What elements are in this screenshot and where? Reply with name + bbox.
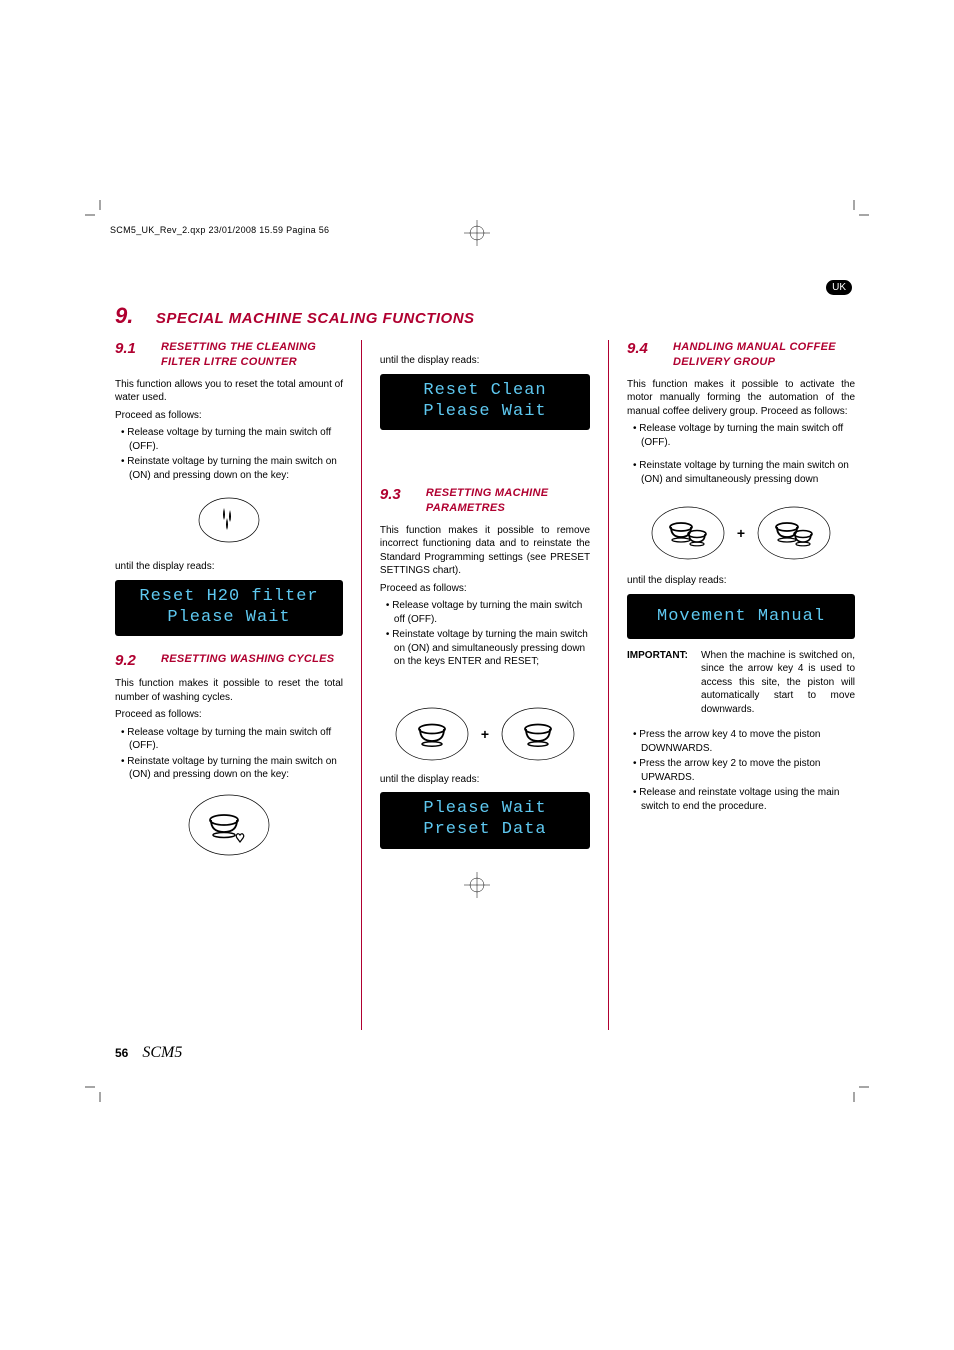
s94-p1: This function makes it possible to activ… [627, 378, 855, 419]
title-number: 9. [115, 303, 133, 328]
s94-b5: Release and reinstate voltage using the … [627, 786, 855, 813]
s93-disp-l2: Preset Data [380, 819, 590, 840]
s94-display: Movement Manual [627, 594, 855, 639]
s91-num: 9.1 [115, 340, 149, 357]
s92-until: until the display reads: [380, 354, 590, 368]
s94-until: until the display reads: [627, 574, 855, 588]
double-cup-key-icon [649, 504, 727, 562]
s93-p2: Proceed as follows: [380, 582, 590, 596]
double-cup-key-icon [755, 504, 833, 562]
s94-num: 9.4 [627, 340, 661, 357]
s91-b2: Reinstate voltage by turning the main sw… [115, 455, 343, 482]
s93-b2: Reinstate voltage by turning the main sw… [380, 628, 590, 669]
s92-heading: RESETTING WASHING CYCLES [161, 652, 334, 667]
column-3: 9.4 HANDLING MANUAL COFFEE DELIVERY GROU… [627, 340, 855, 1030]
cup-key-icon [499, 705, 577, 763]
important-block: IMPORTANT: When the machine is switched … [627, 649, 855, 717]
s93-num: 9.3 [380, 486, 414, 503]
s91-display: Reset H20 filter Please Wait [115, 580, 343, 637]
plus-icon: + [477, 726, 493, 742]
cup-key-icon [393, 705, 471, 763]
s93-heading: RESETTING MACHINE PARAMETRES [426, 486, 590, 516]
s93-keys: + [380, 705, 590, 763]
plus-icon: + [733, 525, 749, 541]
footer: 56 SCM5 [115, 1044, 182, 1062]
droplet-key-icon [194, 490, 264, 550]
important-text: When the machine is switched on, since t… [701, 649, 855, 717]
s91-p1: This function allows you to reset the to… [115, 378, 343, 405]
s92-b1: Release voltage by turning the main swit… [115, 726, 343, 753]
s94-keys: + [627, 504, 855, 562]
s91-until: until the display reads: [115, 560, 343, 574]
s92-num: 9.2 [115, 652, 149, 669]
s93-disp-l1: Please Wait [380, 798, 590, 819]
s93-display: Please Wait Preset Data [380, 792, 590, 849]
title-text: SPECIAL MACHINE SCALING FUNCTIONS [156, 310, 475, 327]
uk-badge: UK [826, 280, 852, 295]
s94-disp-l1: Movement Manual [627, 606, 855, 627]
s94-heading: HANDLING MANUAL COFFEE DELIVERY GROUP [673, 340, 855, 370]
page-number: 56 [115, 1046, 128, 1060]
s91-b1: Release voltage by turning the main swit… [115, 426, 343, 453]
s91-p2: Proceed as follows: [115, 409, 343, 423]
main-title: 9. SPECIAL MACHINE SCALING FUNCTIONS [115, 303, 475, 329]
s93-p1: This function makes it possible to remov… [380, 524, 590, 578]
column-1: 9.1 RESETTING THE CLEANING FILTER LITRE … [115, 340, 343, 1030]
s93-b1: Release voltage by turning the main swit… [380, 599, 590, 626]
s91-disp-l1: Reset H20 filter [115, 586, 343, 607]
s91-heading: RESETTING THE CLEANING FILTER LITRE COUN… [161, 340, 343, 370]
s92-p1: This function makes it possible to reset… [115, 677, 343, 704]
s91-disp-l2: Please Wait [115, 607, 343, 628]
s94-b4: Press the arrow key 2 to move the piston… [627, 757, 855, 784]
s92-disp-l1: Reset Clean [380, 380, 590, 401]
s92-disp-l2: Please Wait [380, 401, 590, 422]
model-label: SCM5 [142, 1044, 182, 1062]
s92-b2: Reinstate voltage by turning the main sw… [115, 755, 343, 782]
cup-heart-key-icon [184, 790, 274, 860]
important-label: IMPORTANT: [627, 649, 695, 717]
s92-p2: Proceed as follows: [115, 708, 343, 722]
s94-b1: Release voltage by turning the main swit… [627, 422, 855, 449]
s94-b3: Press the arrow key 4 to move the piston… [627, 728, 855, 755]
column-2: until the display reads: Reset Clean Ple… [380, 340, 590, 1030]
s92-display: Reset Clean Please Wait [380, 374, 590, 431]
file-info: SCM5_UK_Rev_2.qxp 23/01/2008 15.59 Pagin… [110, 225, 329, 235]
s94-b2: Reinstate voltage by turning the main sw… [627, 459, 855, 486]
s93-until: until the display reads: [380, 773, 590, 787]
